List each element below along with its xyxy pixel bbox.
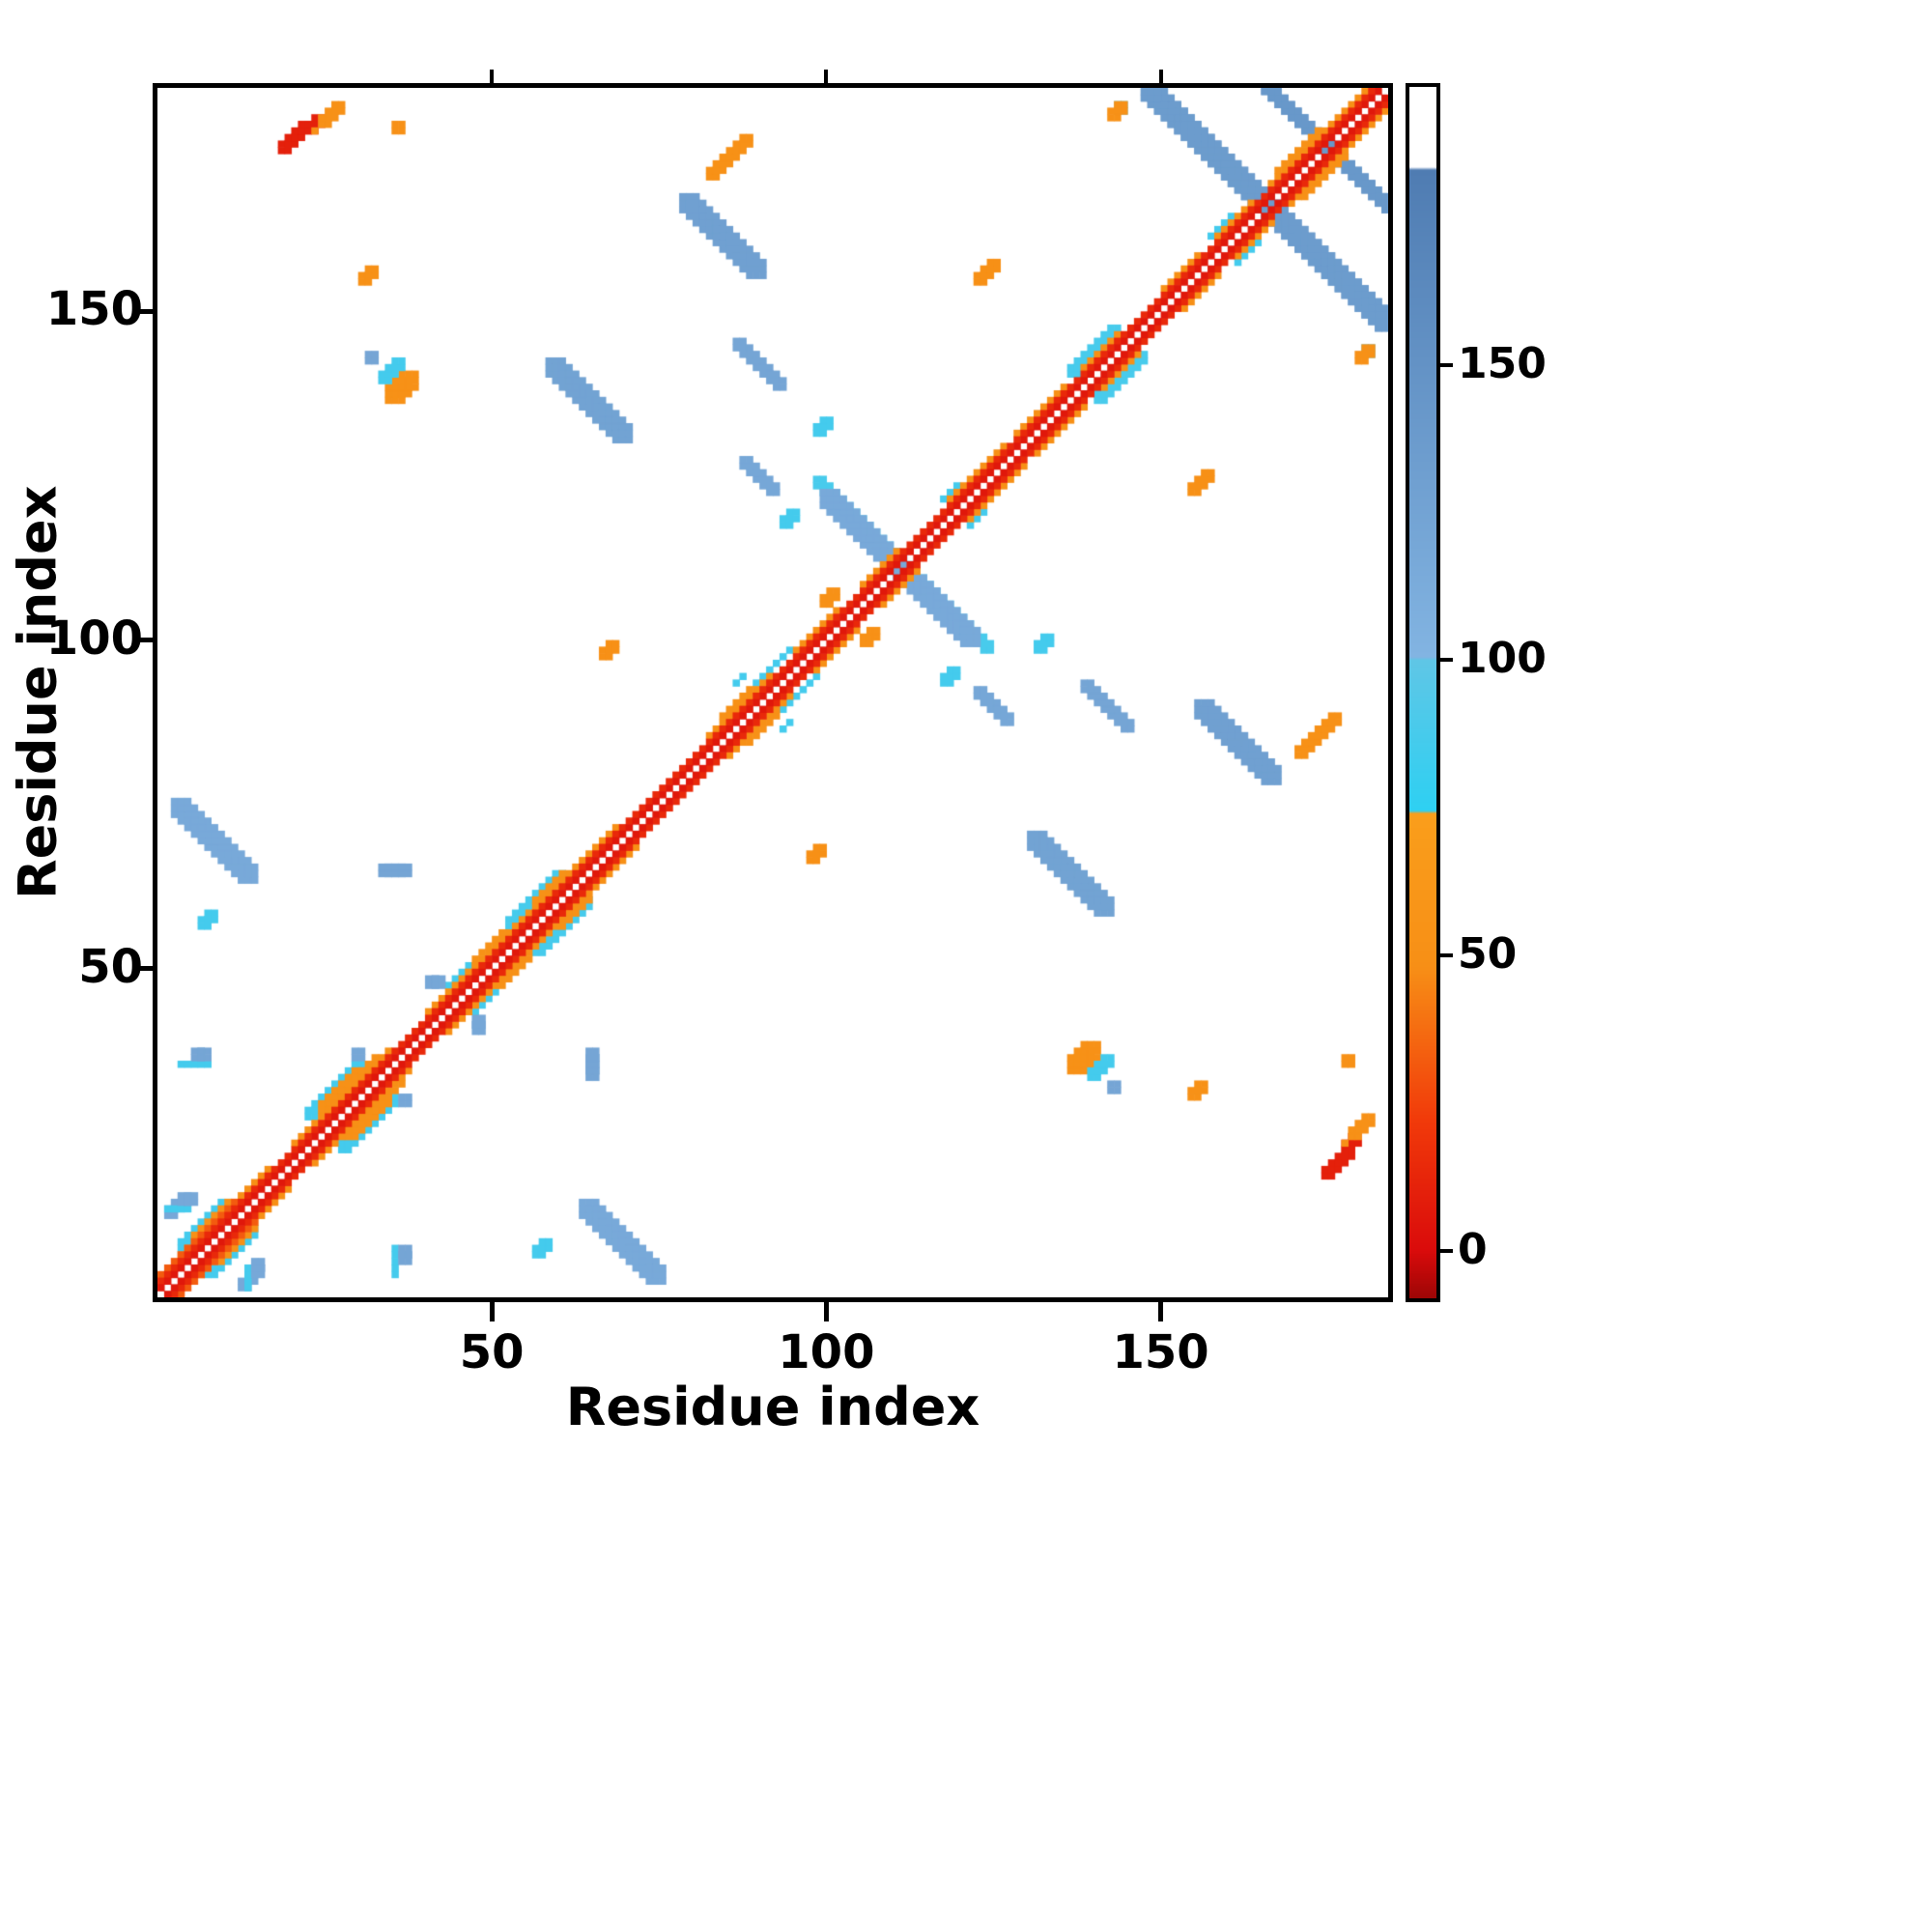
colorbar (1406, 83, 1440, 1302)
y-tick-label: 50 (78, 939, 143, 994)
colorbar-tick-label: 50 (1458, 929, 1518, 980)
x-tick-top (490, 70, 495, 83)
y-axis-title: Residue index (7, 485, 69, 900)
colorbar-tick (1440, 953, 1453, 958)
x-tick-label: 100 (778, 1325, 875, 1379)
x-tick-top (824, 70, 829, 83)
heatmap-canvas (157, 88, 1388, 1297)
x-tick-label: 50 (459, 1325, 525, 1379)
colorbar-tick-label: 0 (1458, 1225, 1488, 1275)
x-tick-top (1158, 70, 1163, 83)
y-tick (133, 308, 153, 314)
x-tick (1158, 1302, 1164, 1321)
x-tick-label: 150 (1112, 1325, 1209, 1379)
x-axis-title: Residue index (565, 1377, 980, 1437)
colorbar-tick-label: 150 (1458, 338, 1547, 388)
colorbar-tick (1440, 658, 1453, 663)
y-tick (133, 638, 153, 643)
x-tick (823, 1302, 829, 1321)
colorbar-tick (1440, 1249, 1453, 1254)
colorbar-tick-label: 100 (1458, 634, 1547, 684)
y-tick-label: 100 (45, 611, 143, 666)
y-tick-label: 150 (45, 282, 143, 337)
x-tick (489, 1302, 495, 1321)
colorbar-tick (1440, 362, 1453, 367)
plot-area (153, 83, 1393, 1302)
y-tick (133, 966, 153, 972)
colorbar-canvas (1409, 87, 1436, 1298)
